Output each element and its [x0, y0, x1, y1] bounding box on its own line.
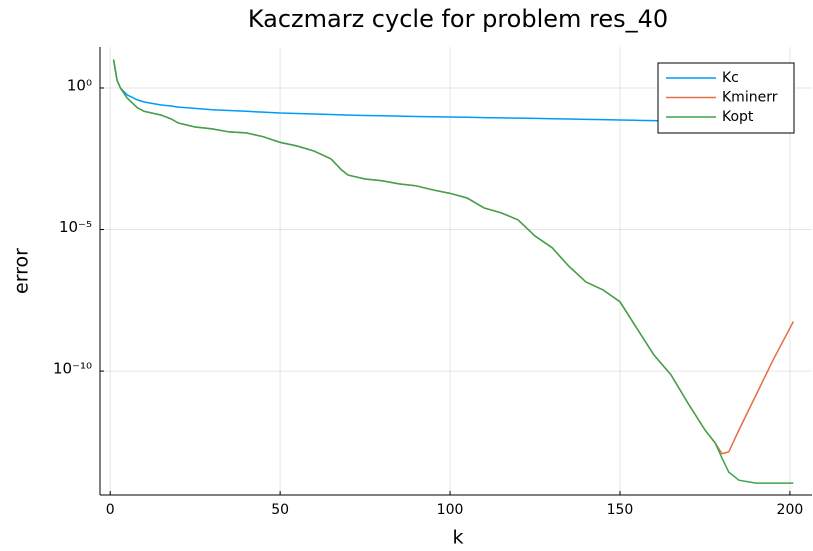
chart-title: Kaczmarz cycle for problem res_40 [248, 5, 668, 33]
x-tick-label: 50 [271, 502, 289, 518]
y-tick-label: 10⁻¹⁰ [53, 360, 92, 378]
x-tick-label: 100 [437, 502, 464, 518]
x-tick-label: 150 [607, 502, 634, 518]
x-tick-label: 200 [777, 502, 804, 518]
series-line [112, 59, 794, 484]
legend-label: Kopt [722, 109, 754, 125]
y-axis-label: error [11, 248, 33, 294]
x-tick-label: 0 [106, 502, 115, 518]
y-tick-label: 10⁻⁵ [59, 218, 92, 236]
y-tick-label: 10⁰ [67, 76, 92, 94]
x-axis-label: k [452, 527, 463, 549]
legend-label: Kminerr [722, 90, 778, 106]
legend-label: Kc [722, 70, 739, 86]
